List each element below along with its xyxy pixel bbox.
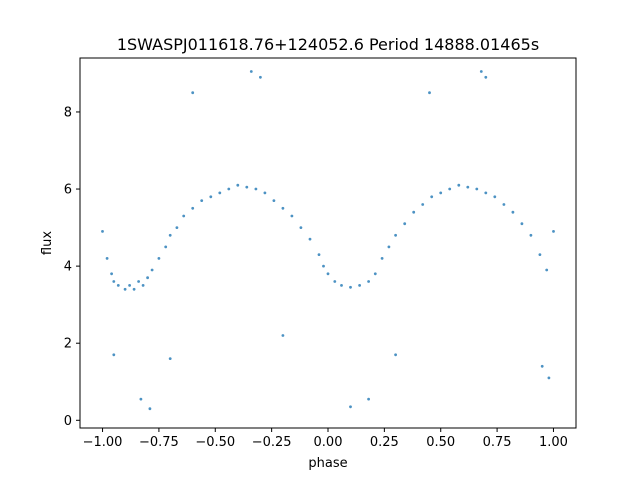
y-axis-ticks: 0 2 4 6 8 bbox=[64, 105, 80, 429]
data-point bbox=[412, 210, 416, 214]
data-point bbox=[209, 195, 213, 199]
x-axis-label: phase bbox=[308, 456, 347, 471]
data-point bbox=[545, 268, 549, 272]
data-point bbox=[191, 91, 195, 95]
data-point bbox=[299, 226, 303, 230]
data-point bbox=[439, 191, 443, 195]
data-point bbox=[457, 183, 461, 187]
data-point bbox=[112, 353, 116, 357]
data-point bbox=[394, 353, 397, 357]
data-point bbox=[538, 253, 542, 256]
x-tick-label: −0.25 bbox=[252, 435, 292, 450]
data-point bbox=[245, 185, 249, 189]
data-point bbox=[132, 287, 136, 291]
data-point bbox=[281, 334, 285, 337]
data-point bbox=[168, 233, 172, 237]
data-point bbox=[116, 284, 120, 287]
data-point bbox=[340, 284, 343, 287]
data-point bbox=[175, 226, 179, 230]
x-axis-ticks: −1.00 −0.75 −0.50 −0.25 0.00 0.25 0.50 0.75 1.00 bbox=[83, 428, 568, 450]
data-point bbox=[141, 284, 145, 287]
data-point bbox=[479, 70, 483, 73]
data-point bbox=[358, 284, 361, 287]
data-point bbox=[112, 280, 116, 283]
y-axis-label: flux bbox=[40, 231, 55, 255]
data-point bbox=[540, 364, 544, 368]
plot-frame bbox=[79, 57, 577, 429]
data-point bbox=[349, 405, 352, 409]
data-point bbox=[367, 397, 370, 401]
data-point bbox=[428, 91, 431, 95]
data-point bbox=[394, 233, 397, 237]
data-point bbox=[367, 280, 370, 283]
y-tick-label: 6 bbox=[64, 183, 72, 198]
data-point bbox=[128, 284, 132, 287]
data-point bbox=[249, 70, 253, 73]
data-point bbox=[520, 222, 524, 226]
data-point bbox=[101, 230, 104, 233]
data-points bbox=[101, 70, 555, 411]
data-point bbox=[146, 276, 150, 280]
data-point bbox=[448, 187, 452, 191]
data-point bbox=[123, 287, 127, 291]
data-point bbox=[547, 376, 551, 380]
data-point bbox=[139, 397, 143, 401]
data-point bbox=[259, 75, 262, 79]
chart-title: 1SWASPJ011618.76+124052.6 Period 14888.0… bbox=[117, 35, 539, 54]
data-point bbox=[466, 185, 470, 189]
data-point bbox=[157, 257, 161, 260]
data-point bbox=[475, 187, 479, 191]
data-point bbox=[168, 357, 172, 360]
data-point bbox=[493, 195, 497, 199]
data-point bbox=[218, 191, 222, 195]
data-point bbox=[281, 206, 285, 210]
data-point bbox=[349, 285, 352, 289]
data-point bbox=[105, 257, 109, 260]
x-tick-label: 0.25 bbox=[370, 435, 399, 450]
data-point bbox=[403, 222, 407, 226]
data-point bbox=[322, 264, 325, 268]
data-point bbox=[191, 206, 195, 210]
data-point bbox=[511, 210, 515, 214]
data-point bbox=[150, 268, 154, 272]
data-point bbox=[326, 272, 330, 276]
y-tick-label: 4 bbox=[64, 260, 72, 275]
data-point bbox=[529, 233, 533, 237]
x-tick-label: −0.75 bbox=[139, 435, 179, 450]
data-point bbox=[272, 199, 276, 203]
data-point bbox=[373, 272, 377, 276]
y-tick-label: 0 bbox=[64, 414, 72, 429]
data-point bbox=[333, 280, 337, 283]
data-point bbox=[317, 253, 321, 256]
data-point bbox=[164, 245, 168, 249]
data-point bbox=[380, 257, 384, 260]
data-point bbox=[148, 407, 152, 411]
data-point bbox=[137, 280, 141, 283]
data-point bbox=[308, 237, 312, 241]
x-tick-label: −0.50 bbox=[195, 435, 235, 450]
data-point bbox=[110, 272, 113, 276]
x-tick-label: −1.00 bbox=[83, 435, 123, 450]
data-point bbox=[227, 187, 231, 191]
data-point bbox=[430, 195, 434, 199]
data-point bbox=[263, 191, 267, 195]
x-tick-label: 0.75 bbox=[483, 435, 512, 450]
x-tick-label: 1.00 bbox=[539, 435, 568, 450]
data-point bbox=[484, 191, 488, 195]
y-tick-label: 8 bbox=[64, 105, 72, 120]
x-tick-label: 0.00 bbox=[314, 435, 343, 450]
data-point bbox=[387, 245, 391, 249]
data-point bbox=[552, 230, 555, 233]
data-point bbox=[236, 183, 240, 187]
data-point bbox=[502, 203, 506, 206]
data-point bbox=[200, 199, 204, 203]
data-point bbox=[254, 187, 258, 191]
data-point bbox=[484, 75, 488, 79]
y-tick-label: 2 bbox=[64, 337, 72, 352]
x-tick-label: 0.50 bbox=[426, 435, 455, 450]
data-point bbox=[421, 203, 425, 206]
data-point bbox=[182, 214, 186, 218]
data-point bbox=[290, 214, 294, 218]
